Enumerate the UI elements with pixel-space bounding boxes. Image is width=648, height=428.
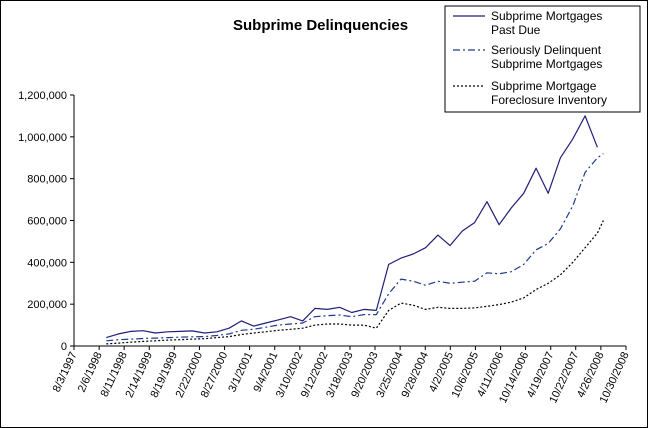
series-line-3 — [106, 220, 604, 345]
y-tick-label: 400,000 — [27, 257, 67, 269]
y-tick-label: 200,000 — [27, 299, 67, 311]
series-line-1 — [106, 115, 598, 339]
y-tick-label: 1,000,000 — [18, 132, 67, 144]
x-tick-label: 4/2/2005 — [427, 350, 456, 394]
legend-label-2: Seriously Delinquent Subprime Mortgages — [491, 43, 602, 71]
legend: Subprime Mortgages Past Due Seriously Deli… — [444, 5, 641, 113]
chart-title: Subprime Delinquencies — [233, 17, 408, 34]
legend-box — [444, 5, 641, 113]
series-group — [106, 115, 604, 345]
y-tick-label: 1,200,000 — [18, 90, 67, 102]
y-ticks: 0 200,000 400,000 600,000 800,000 1,000,000 1,… — [18, 90, 74, 353]
x-tick-label: 8/3/1997 — [51, 350, 80, 394]
legend-label-1: Subprime Mortgages Past Due — [491, 9, 602, 37]
legend-items: Subprime Mortgages Past Due Seriously Deli… — [453, 9, 607, 107]
y-tick-label: 600,000 — [27, 216, 67, 228]
y-tick-label: 800,000 — [27, 174, 67, 186]
y-tick-label: 0 — [61, 341, 67, 353]
legend-label-3: Subprime Mortgage Foreclosure Inventory — [491, 79, 607, 107]
x-ticks: 8/3/19972/6/19988/11/19982/14/19998/19/1… — [51, 346, 632, 405]
x-tick-label: 3/1/2001 — [226, 350, 255, 394]
x-tick-label: 9/4/2001 — [251, 350, 280, 394]
